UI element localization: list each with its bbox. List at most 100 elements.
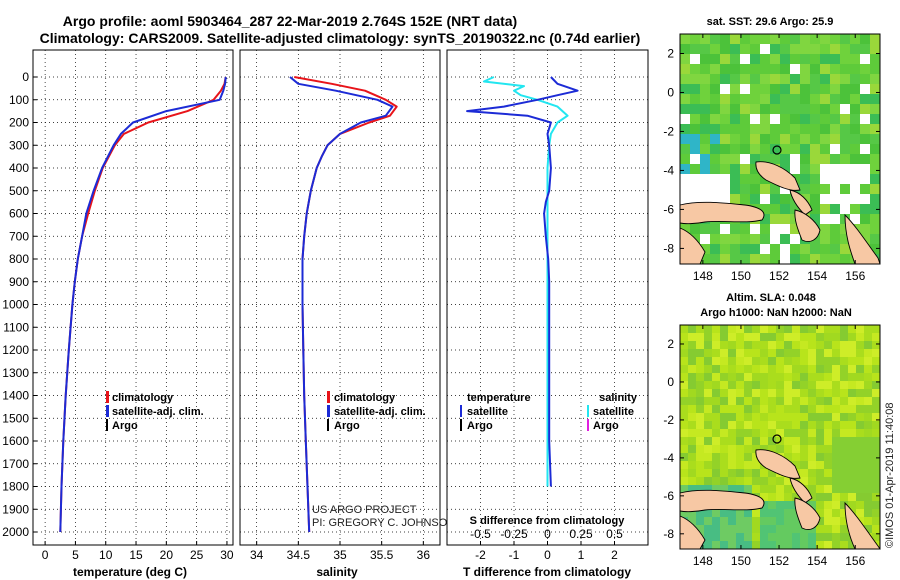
sst-cell [740, 244, 750, 254]
sla-cell [704, 381, 712, 389]
sst-cell [740, 74, 750, 84]
depth-tick-label: 1900 [2, 502, 29, 516]
sla-cell [848, 493, 856, 501]
sst-cell [750, 104, 760, 114]
sla-cell [784, 421, 792, 429]
sst-cell [830, 154, 840, 164]
sla-cell [728, 429, 736, 437]
sla-cell [840, 413, 848, 421]
sla-cell [752, 349, 760, 357]
sla-cell [744, 541, 752, 549]
land-polygon [755, 161, 801, 191]
sst-cell [800, 34, 810, 44]
sst-cell [840, 124, 850, 134]
sla-cell [736, 541, 744, 549]
sla-cell [752, 413, 760, 421]
depth-tick-label: 100 [9, 93, 29, 107]
sla-cell [760, 365, 768, 373]
sst-cell [690, 104, 700, 114]
legend-label-satellite: satellite-adj. clim. [112, 406, 204, 418]
sst-cell [870, 34, 880, 44]
sla-cell [848, 461, 856, 469]
sla-cell [704, 445, 712, 453]
sst-cell [840, 44, 850, 54]
sla-cell [856, 413, 864, 421]
sla-cell [760, 525, 768, 533]
sla-cell [856, 381, 864, 389]
sla-cell [744, 445, 752, 453]
sst-cell [820, 184, 830, 194]
sla-cell [824, 365, 832, 373]
legend-heading-temperature: temperature [467, 392, 531, 404]
sst-cell [720, 104, 730, 114]
sla-cell [784, 533, 792, 541]
sla-cell [792, 541, 800, 549]
sst-cell [840, 54, 850, 64]
sst-cell [840, 154, 850, 164]
sst-cell [710, 164, 720, 174]
sst-cell [760, 54, 770, 64]
sst-cell [870, 64, 880, 74]
temperature-panel: 0100200300400500600700800900100011001200… [2, 49, 234, 579]
sst-cell [870, 144, 880, 154]
sst-cell [820, 44, 830, 54]
sst-argo-marker [772, 145, 782, 155]
sla-cell [816, 357, 824, 365]
sla-cell [872, 349, 880, 357]
sst-cell [850, 94, 860, 104]
sla-cell [688, 333, 696, 341]
sla-cell [816, 365, 824, 373]
sla-cell [784, 493, 792, 501]
lat-tick-label: -8 [663, 241, 674, 255]
sla-cell [872, 469, 880, 477]
sla-cell [752, 541, 760, 549]
sla-cell [752, 325, 760, 333]
sst-cell [760, 94, 770, 104]
sla-cell [792, 437, 800, 445]
sla-cell [848, 397, 856, 405]
sst-cell [700, 34, 710, 44]
sla-cell [864, 469, 872, 477]
sla-cell [712, 381, 720, 389]
sst-cell [830, 224, 840, 234]
sst-cell [680, 94, 690, 104]
sla-cell [728, 437, 736, 445]
sla-cell [712, 469, 720, 477]
sla-cell [856, 509, 864, 517]
sst-cell [710, 154, 720, 164]
sst-cell [750, 164, 760, 174]
sst-cell [750, 234, 760, 244]
sla-cell [736, 461, 744, 469]
sla-cell [760, 421, 768, 429]
sst-cell [850, 134, 860, 144]
sla-cell [768, 445, 776, 453]
sst-cell [830, 74, 840, 84]
sla-cell [720, 469, 728, 477]
sla-cell [696, 421, 704, 429]
sla-cell [824, 349, 832, 357]
sla-cell [744, 509, 752, 517]
sla-cell [744, 421, 752, 429]
sst-cell [770, 104, 780, 114]
sla-cell [784, 517, 792, 525]
sla-cell [736, 405, 744, 413]
sla-cell [816, 525, 824, 533]
sla-cell [712, 485, 720, 493]
lon-tick-label: 148 [693, 269, 713, 283]
sla-cell [816, 517, 824, 525]
sla-cell [856, 469, 864, 477]
sla-cell [840, 533, 848, 541]
sla-cell [768, 341, 776, 349]
sla-cell [760, 381, 768, 389]
sla-cell [784, 485, 792, 493]
sla-cell [752, 445, 760, 453]
sst-cell [780, 64, 790, 74]
depth-tick-label: 300 [9, 138, 29, 152]
legend-label-t-satellite: satellite [467, 406, 508, 418]
sla-cell [776, 517, 784, 525]
sla-cell [752, 381, 760, 389]
sla-cell [728, 525, 736, 533]
sla-cell [728, 517, 736, 525]
sla-cell [712, 509, 720, 517]
sla-cell [824, 405, 832, 413]
